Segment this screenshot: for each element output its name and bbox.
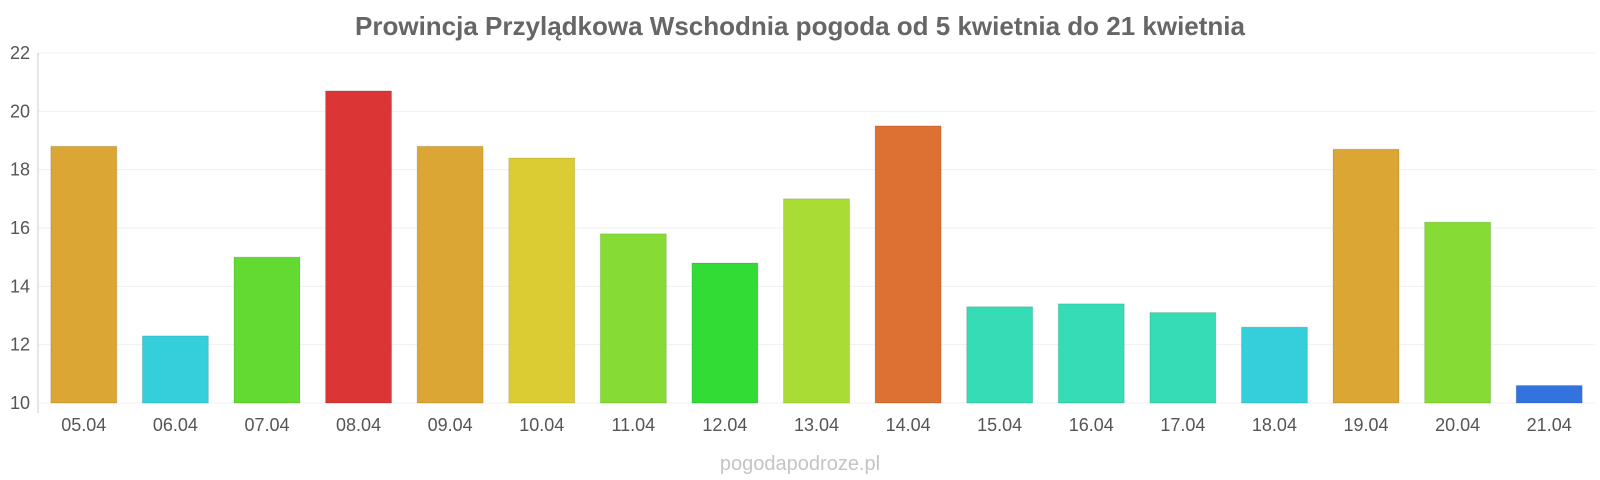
y-tick-label: 22: [10, 43, 30, 63]
x-tick-label: 10.04: [519, 415, 564, 435]
bar-18.04: [1240, 326, 1308, 404]
y-tick-label: 20: [10, 101, 30, 121]
x-tick-label: 06.04: [153, 415, 198, 435]
bar-11.04: [599, 233, 667, 404]
x-tick-label: 20.04: [1435, 415, 1480, 435]
x-tick-label: 12.04: [702, 415, 747, 435]
bar-07.04: [233, 256, 301, 404]
y-axis-ticks: 10 12 14 16 18 20 22: [10, 43, 30, 413]
y-tick-label: 12: [10, 335, 30, 355]
bar-14.04: [874, 125, 942, 404]
bar-17.04: [1149, 312, 1217, 404]
x-tick-label: 14.04: [886, 415, 931, 435]
y-tick-label: 14: [10, 276, 30, 296]
x-tick-label: 09.04: [428, 415, 473, 435]
x-tick-label: 07.04: [244, 415, 289, 435]
bar-20.04: [1424, 221, 1492, 404]
chart-title: Prowincja Przylądkowa Wschodnia pogoda o…: [355, 11, 1246, 41]
bar-12.04: [691, 262, 759, 404]
y-tick-label: 10: [10, 393, 30, 413]
bar-16.04: [1057, 303, 1125, 404]
x-tick-label: 19.04: [1344, 415, 1389, 435]
x-tick-label: 11.04: [611, 415, 655, 435]
x-tick-label: 08.04: [336, 415, 381, 435]
bar-06.04: [141, 335, 209, 404]
watermark: pogodapodroze.pl: [720, 453, 880, 475]
bar-10.04: [508, 157, 576, 404]
bar-15.04: [966, 306, 1034, 404]
x-tick-label: 17.04: [1160, 415, 1205, 435]
bar-05.04: [50, 145, 118, 404]
bar-21.04: [1515, 385, 1583, 404]
bar-08.04: [325, 90, 393, 404]
x-tick-label: 05.04: [61, 415, 106, 435]
bars: [50, 90, 1583, 404]
x-tick-label: 16.04: [1069, 415, 1114, 435]
x-tick-label: 21.04: [1527, 415, 1572, 435]
x-axis-ticks: 05.04 06.04 07.04 08.04 09.04 10.04 11.04 12.04…: [61, 415, 1571, 435]
bar-19.04: [1332, 148, 1400, 404]
x-tick-label: 13.04: [794, 415, 839, 435]
x-tick-label: 15.04: [977, 415, 1022, 435]
bar-13.04: [783, 198, 850, 404]
bar-09.04: [416, 145, 484, 404]
x-tick-label: 18.04: [1252, 415, 1297, 435]
y-tick-label: 18: [10, 160, 30, 180]
y-tick-label: 16: [10, 218, 30, 238]
